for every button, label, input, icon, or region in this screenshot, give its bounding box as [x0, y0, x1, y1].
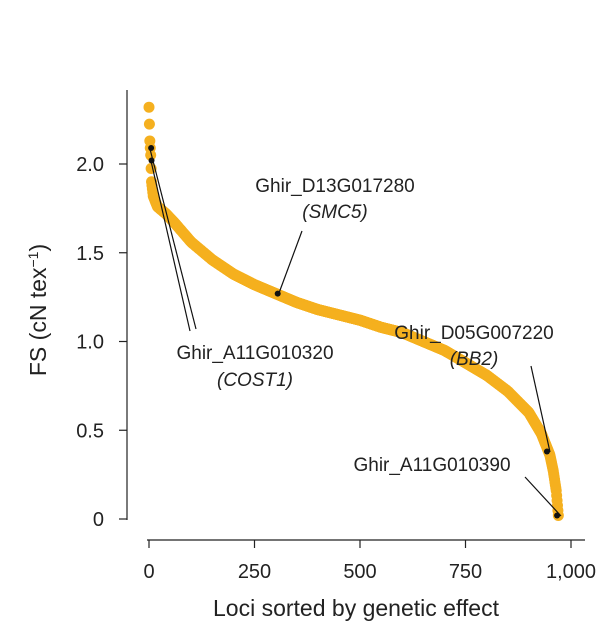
x-tick-label: 500 — [343, 561, 376, 583]
axes — [126, 90, 585, 541]
x-tick-label: 1,000 — [546, 561, 596, 583]
leader-line-a11g390 — [524, 476, 562, 517]
annotation-smc5: Ghir_D13G017280 (SMC5) — [255, 176, 415, 223]
data-point — [145, 149, 157, 161]
y-axis-title: FS (cN tex−1) — [25, 244, 51, 376]
annotation-smc5-gene: (SMC5) — [302, 202, 367, 223]
annotation-bb2-id: Ghir_D05G007220 — [394, 323, 554, 344]
ticks: 0 250 500 750 1,000 0 0.5 1.0 1.5 2.0 — [76, 154, 596, 583]
data-point — [143, 118, 155, 130]
points-layer — [143, 101, 564, 521]
annotation-a11g390-id: Ghir_A11G010390 — [353, 455, 510, 476]
annotation-cost1: Ghir_A11G010320 (COST1) — [176, 343, 333, 391]
annotation-a11g390: Ghir_A11G010390 — [353, 455, 510, 476]
annotation-cost1-gene: (COST1) — [217, 370, 293, 391]
y-tick-label: 0 — [93, 509, 104, 531]
y-tick-label: 1.0 — [76, 332, 104, 354]
leader-line-cost1-b — [150, 160, 191, 332]
y-tick-label: 2.0 — [76, 154, 104, 176]
x-tick-label: 250 — [238, 561, 271, 583]
annotation-bb2-gene: (BB2) — [450, 349, 499, 370]
annotation-smc5-id: Ghir_D13G017280 — [255, 176, 415, 197]
data-point — [143, 101, 155, 113]
x-axis-title: Loci sorted by genetic effect — [213, 595, 500, 621]
x-tick-label: 750 — [449, 561, 482, 583]
y-tick-label: 1.5 — [76, 243, 104, 265]
annotation-cost1-id: Ghir_A11G010320 — [176, 343, 333, 364]
leader-line-cost1-a — [149, 148, 197, 330]
leader-line-bb2 — [530, 365, 551, 453]
leader-lines — [149, 148, 562, 517]
highlight-marker — [148, 145, 155, 152]
annotation-bb2: Ghir_D05G007220 (BB2) — [394, 323, 554, 370]
y-tick-label: 0.5 — [76, 420, 104, 442]
highlight-marker — [543, 448, 550, 455]
x-tick-label: 0 — [143, 561, 154, 583]
leader-line-smc5 — [278, 230, 303, 294]
